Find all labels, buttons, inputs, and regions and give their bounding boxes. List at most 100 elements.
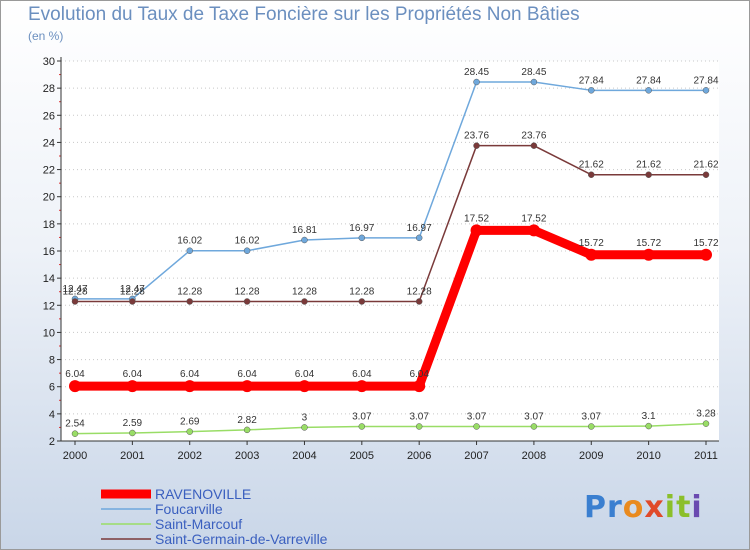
data-point — [358, 234, 366, 242]
series-line — [75, 81, 706, 300]
data-point — [413, 380, 426, 393]
x-tick-label: 2001 — [120, 450, 144, 462]
data-point — [645, 87, 652, 94]
data-point — [473, 78, 480, 86]
y-tick-label: 26 — [43, 110, 55, 122]
data-point — [702, 87, 710, 94]
y-tick-label: 20 — [43, 192, 55, 204]
data-point — [530, 423, 538, 430]
data-point — [473, 423, 480, 430]
x-tick-label: 2005 — [350, 450, 374, 462]
data-point — [243, 247, 251, 254]
data-label: 27.84 — [693, 75, 718, 86]
data-label: 23.76 — [464, 131, 489, 142]
data-label: 15.72 — [693, 238, 718, 249]
x-tick-label: 2009 — [579, 450, 603, 462]
data-label: 27.84 — [579, 75, 604, 86]
x-tick-label: 2007 — [464, 450, 488, 462]
data-label: 6.04 — [180, 369, 200, 380]
y-tick-label: 28 — [43, 83, 55, 95]
y-tick-label: 4 — [49, 409, 55, 421]
data-label: 21.62 — [693, 160, 718, 171]
data-label: 2.69 — [180, 417, 200, 428]
y-tick-label: 22 — [43, 165, 55, 177]
data-point — [186, 428, 193, 435]
data-label: 16.02 — [177, 236, 202, 247]
data-label: 2.59 — [123, 418, 143, 429]
data-label: 12.47 — [62, 284, 87, 295]
data-point — [243, 298, 251, 305]
data-label: 15.72 — [579, 238, 604, 249]
data-point — [69, 380, 81, 393]
data-point — [530, 78, 538, 86]
logo-part: x — [644, 490, 665, 525]
data-point — [241, 380, 254, 393]
data-label: 3.1 — [642, 411, 656, 422]
data-point — [243, 426, 251, 434]
data-label: 2.82 — [237, 415, 257, 426]
data-label: 6.04 — [123, 369, 143, 380]
data-point — [702, 171, 710, 178]
x-tick-label: 2010 — [636, 450, 660, 462]
x-tick-label: 2000 — [63, 450, 87, 462]
data-label: 12.28 — [407, 286, 432, 297]
y-tick-label: 18 — [43, 219, 55, 231]
data-point — [415, 234, 423, 242]
data-label: 28.45 — [464, 67, 489, 78]
data-label: 16.97 — [407, 223, 432, 234]
data-point — [588, 423, 595, 430]
data-label: 3 — [302, 412, 308, 423]
legend-label: Foucarville — [155, 501, 223, 517]
y-tick-label: 6 — [49, 382, 55, 394]
data-label: 6.04 — [409, 369, 429, 380]
x-tick-label: 2006 — [407, 450, 431, 462]
data-label: 12.28 — [177, 286, 202, 297]
data-label: 6.04 — [295, 369, 315, 380]
data-label: 16.02 — [235, 236, 260, 247]
data-point — [71, 298, 79, 305]
y-tick-label: 14 — [43, 273, 55, 285]
data-point — [301, 298, 308, 305]
logo-part: i — [691, 490, 703, 525]
data-label: 12.28 — [235, 286, 260, 297]
data-point — [700, 248, 712, 261]
data-label: 16.81 — [292, 225, 317, 236]
data-point — [186, 247, 193, 254]
series-line — [75, 144, 706, 303]
y-tick-label: 16 — [43, 246, 55, 258]
data-point — [702, 420, 710, 427]
data-point — [129, 298, 136, 305]
data-point — [470, 224, 483, 237]
legend-label: Saint-Marcouf — [155, 516, 242, 532]
data-label: 6.04 — [237, 369, 257, 380]
data-label: 15.72 — [636, 238, 661, 249]
y-tick-label: 2 — [49, 436, 55, 448]
data-label: 3.07 — [409, 411, 429, 422]
chart-title: Evolution du Taux de Taxe Foncière sur l… — [28, 4, 580, 25]
y-tick-label: 24 — [43, 137, 55, 149]
data-point — [355, 380, 368, 393]
data-point — [301, 424, 308, 431]
data-point — [588, 87, 595, 94]
data-point — [298, 380, 311, 393]
y-tick-label: 8 — [49, 355, 55, 367]
data-point — [358, 298, 366, 305]
x-tick-label: 2002 — [177, 450, 201, 462]
logo-part: Pr — [584, 490, 623, 525]
data-label: 12.28 — [349, 286, 374, 297]
data-label: 27.84 — [636, 75, 661, 86]
data-point — [645, 171, 652, 178]
data-label: 12.28 — [120, 286, 145, 297]
data-point — [129, 429, 136, 437]
data-label: 6.04 — [65, 369, 85, 380]
data-label: 3.07 — [352, 411, 372, 422]
data-point — [71, 430, 79, 437]
y-tick-label: 30 — [43, 56, 55, 68]
data-point — [415, 298, 423, 305]
x-tick-label: 2003 — [235, 450, 259, 462]
x-tick-label: 2008 — [522, 450, 546, 462]
data-point — [186, 298, 193, 305]
data-label: 17.52 — [521, 213, 546, 224]
